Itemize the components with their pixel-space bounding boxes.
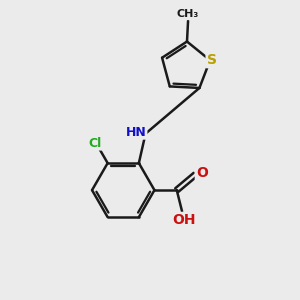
Text: S: S	[207, 53, 217, 67]
Text: Cl: Cl	[89, 136, 102, 150]
Text: HN: HN	[126, 126, 146, 139]
Text: OH: OH	[172, 213, 195, 227]
Text: CH₃: CH₃	[177, 9, 199, 19]
Text: O: O	[196, 166, 208, 180]
